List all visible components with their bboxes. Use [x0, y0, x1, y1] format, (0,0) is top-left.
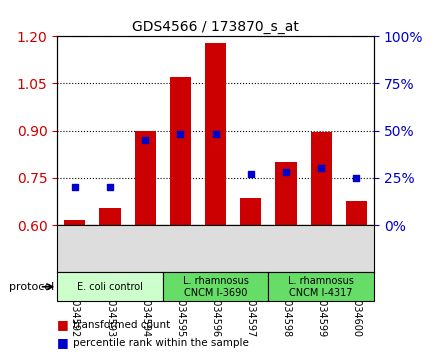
FancyBboxPatch shape — [268, 272, 374, 301]
Bar — [346, 201, 367, 225]
Bar — [240, 198, 261, 225]
Text: ■: ■ — [57, 318, 69, 331]
Text: ■: ■ — [57, 337, 69, 350]
FancyBboxPatch shape — [57, 272, 163, 301]
Text: protocol: protocol — [9, 282, 54, 292]
Point — [142, 137, 149, 143]
Point — [212, 131, 219, 137]
Point — [282, 169, 290, 175]
Point — [247, 171, 254, 177]
Point — [106, 184, 114, 190]
Text: L. rhamnosus
CNCM I-3690: L. rhamnosus CNCM I-3690 — [183, 276, 249, 298]
Title: GDS4566 / 173870_s_at: GDS4566 / 173870_s_at — [132, 20, 299, 34]
Text: L. rhamnosus
CNCM I-4317: L. rhamnosus CNCM I-4317 — [288, 276, 354, 298]
FancyBboxPatch shape — [163, 272, 268, 301]
Text: percentile rank within the sample: percentile rank within the sample — [73, 338, 249, 348]
Text: transformed count: transformed count — [73, 320, 170, 330]
Bar — [205, 42, 226, 225]
Point — [353, 175, 360, 181]
Point — [71, 184, 78, 190]
Bar — [64, 220, 85, 225]
Bar — [135, 131, 156, 225]
Bar — [99, 208, 121, 225]
Bar — [275, 162, 297, 225]
Point — [177, 131, 184, 137]
Bar — [170, 77, 191, 225]
Point — [318, 166, 325, 171]
Text: E. coli control: E. coli control — [77, 282, 143, 292]
Bar — [311, 132, 332, 225]
